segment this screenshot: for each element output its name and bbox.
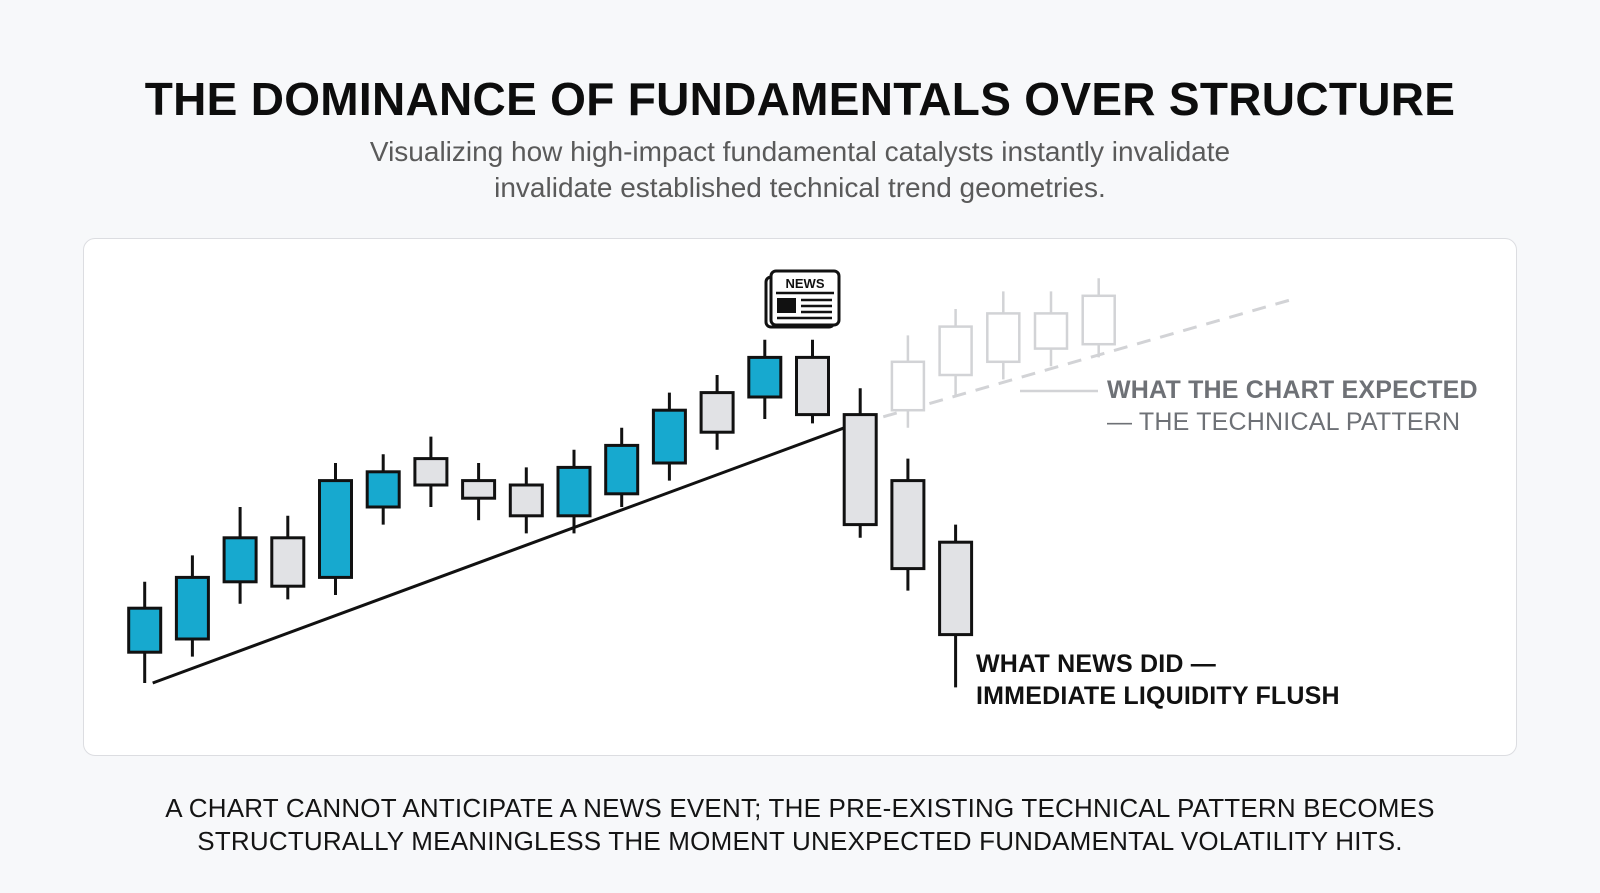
news-icon-label: NEWS (786, 276, 825, 291)
page-subtitle: Visualizing how high-impact fundamental … (300, 134, 1300, 206)
footer-line-1: A CHART CANNOT ANTICIPATE A NEWS EVENT; … (165, 793, 1435, 823)
bullish-candle-body (127, 606, 163, 654)
actual-label-line-1: WHAT NEWS DID — (976, 650, 1217, 678)
bullish-candle-body (604, 443, 640, 496)
expected-label-line-2: — THE TECHNICAL PATTERN (1107, 408, 1461, 436)
bearish-candle-body (890, 479, 926, 571)
expected-candle-body (1033, 312, 1069, 350)
expected-candle-body (938, 325, 973, 377)
projected-trend-line (859, 298, 1290, 425)
expected-pattern-label: WHAT THE CHART EXPECTED — THE TECHNICAL … (1107, 374, 1478, 438)
bullish-candle-body (318, 479, 353, 579)
bullish-candle-body (747, 355, 783, 399)
bullish-candle-body (174, 575, 210, 641)
subtitle-line-1: Visualizing how high-impact fundamental … (369, 136, 1231, 167)
bearish-candle-body (461, 479, 497, 500)
bullish-candle-body (556, 465, 592, 518)
bearish-candle-body (270, 536, 306, 588)
expected-candle-body (890, 360, 926, 412)
bearish-candle-body (795, 355, 830, 417)
bullish-candle-body (651, 408, 687, 465)
newspaper-icon: NEWS (764, 269, 841, 329)
bullish-candle-body (222, 536, 258, 584)
expected-candle-body (986, 312, 1021, 364)
bearish-candle-body (508, 483, 544, 518)
footer-caption: A CHART CANNOT ANTICIPATE A NEWS EVENT; … (100, 792, 1500, 858)
support-trend-line (152, 426, 845, 685)
page-title: THE DOMINANCE OF FUNDAMENTALS OVER STRUC… (144, 73, 1456, 125)
bullish-candle-body (365, 470, 401, 509)
bearish-candle-body (413, 457, 449, 487)
bearish-candle-body (842, 413, 878, 527)
actual-label-line-2: IMMEDIATE LIQUIDITY FLUSH (976, 682, 1340, 710)
actual-outcome-label: WHAT NEWS DID — IMMEDIATE LIQUIDITY FLUS… (976, 648, 1340, 712)
expected-label-line-1: WHAT THE CHART EXPECTED (1107, 376, 1478, 404)
expected-candle-body (1081, 294, 1116, 346)
actual-price-layer (127, 339, 974, 688)
bearish-candle-body (938, 540, 974, 637)
footer-line-2: STRUCTURALLY MEANINGLESS THE MOMENT UNEX… (197, 826, 1403, 856)
expected-pattern-layer (859, 278, 1290, 428)
bearish-candle-body (699, 391, 735, 434)
subtitle-line-2: invalidate established technical trend g… (494, 172, 1106, 203)
